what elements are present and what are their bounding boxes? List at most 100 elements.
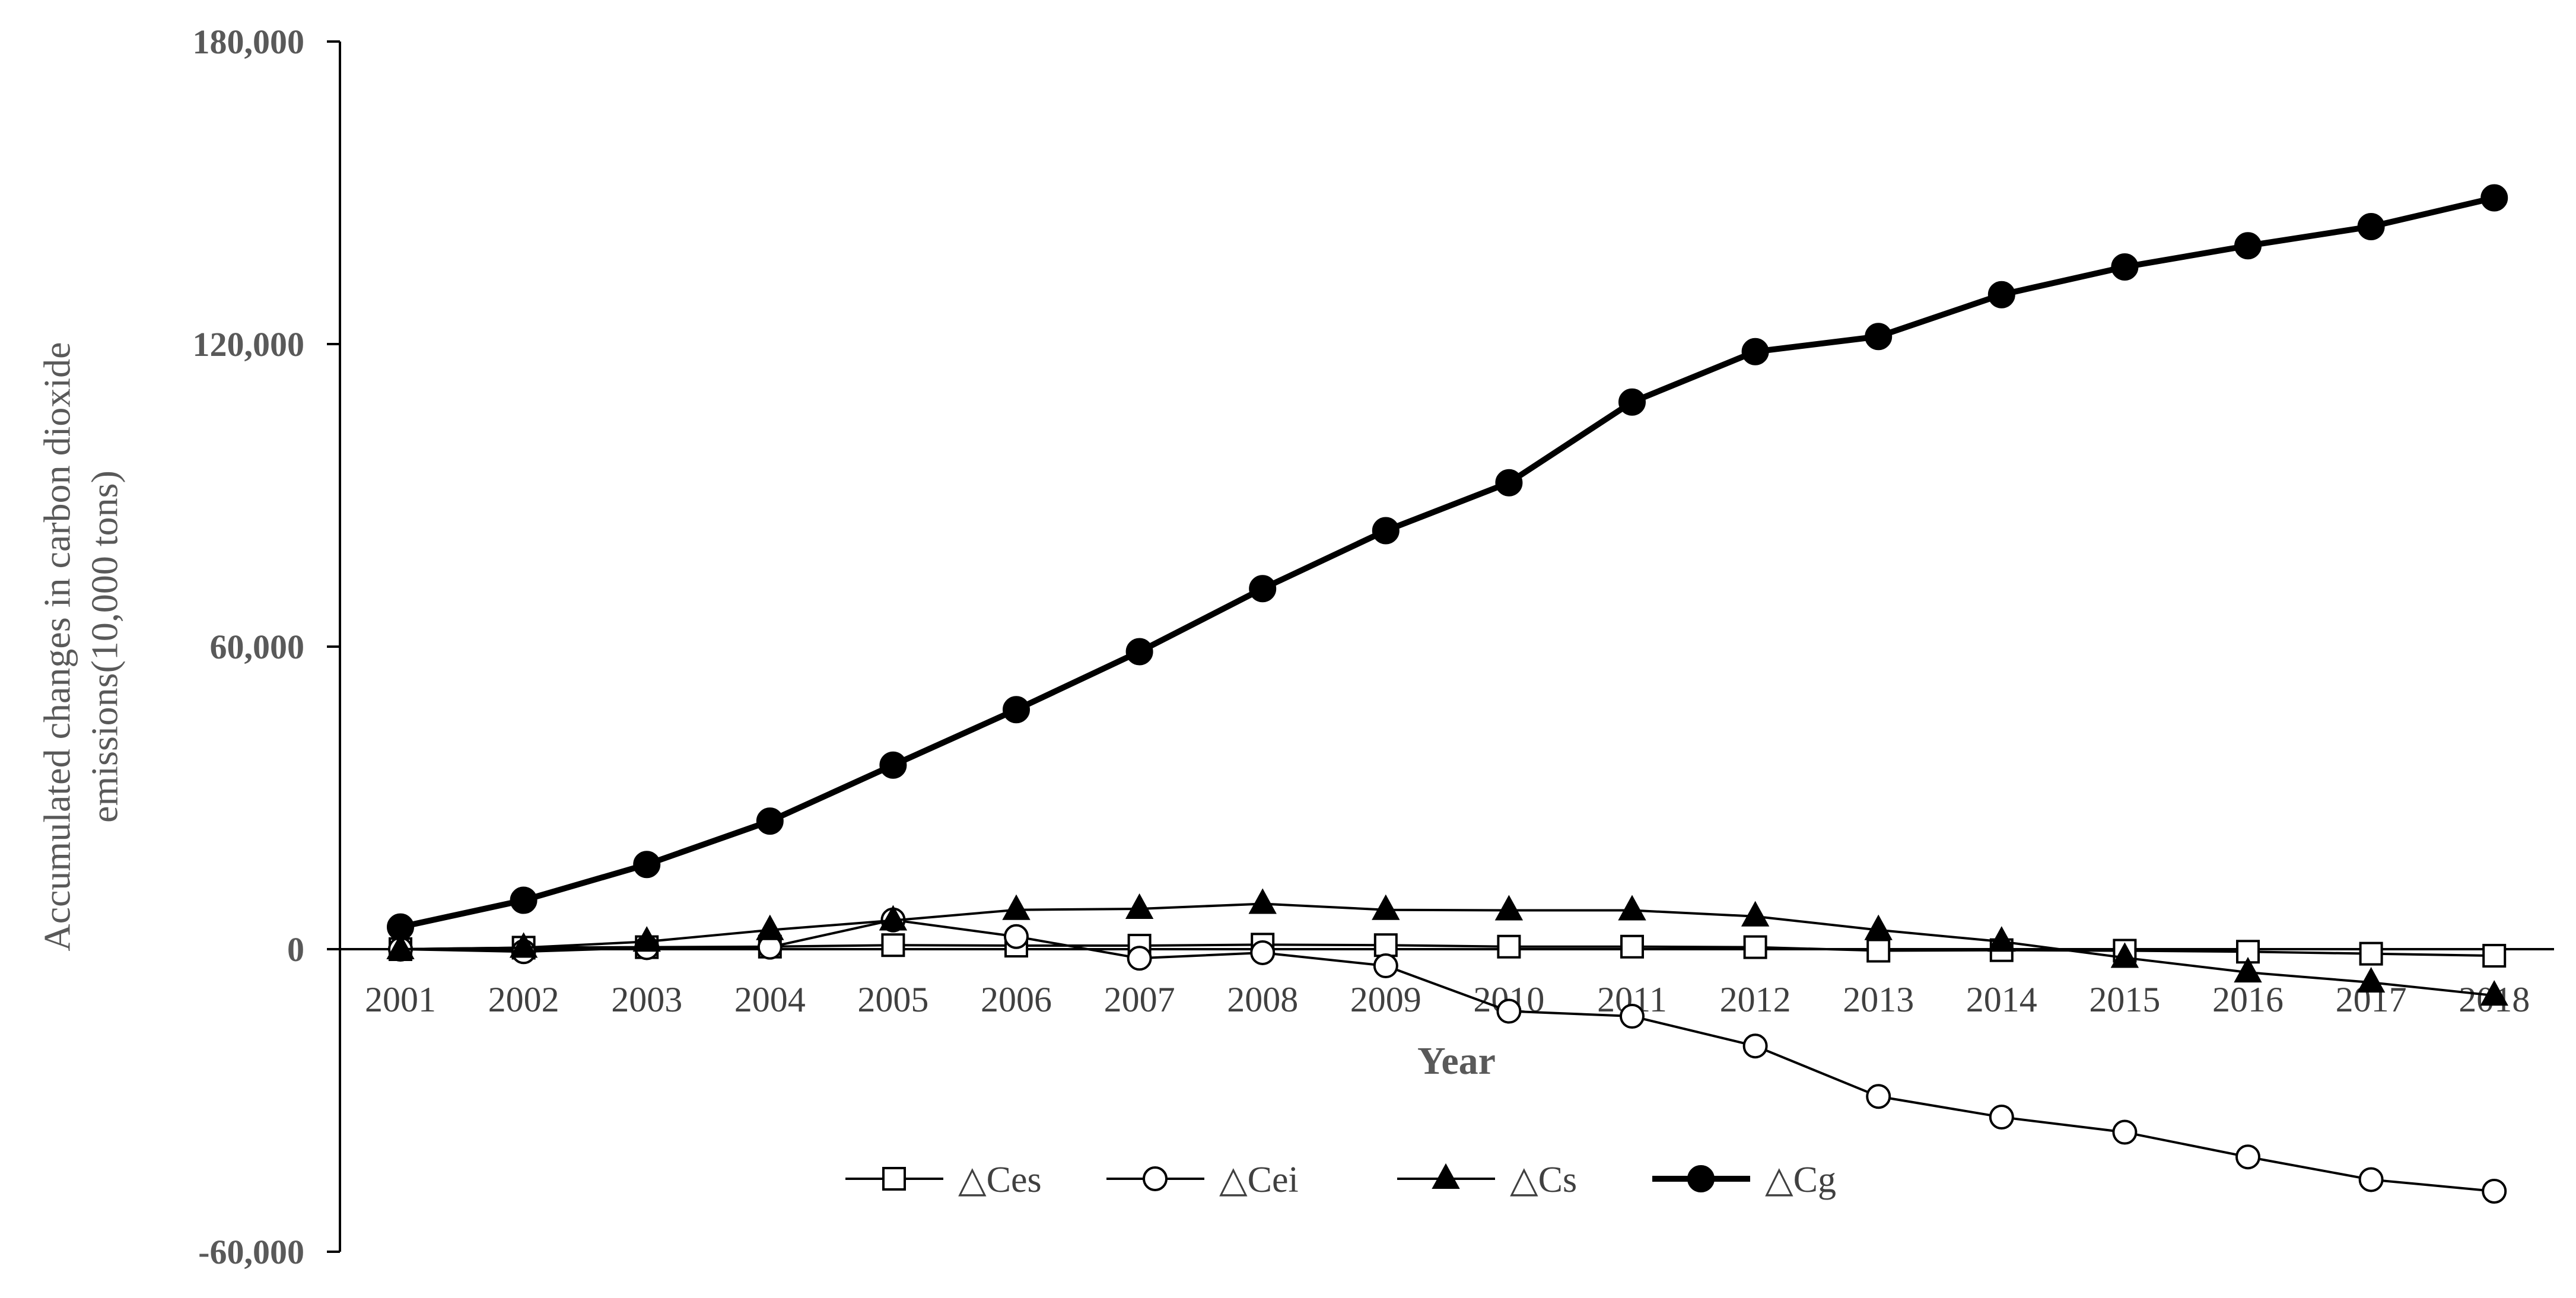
- data-point: [2110, 942, 2139, 968]
- y-axis-title-line-2: emissions(10,000 tons): [83, 470, 125, 823]
- data-point: [1620, 1004, 1645, 1029]
- data-point: [1125, 638, 1153, 666]
- x-tick-label: 2015: [2089, 980, 2160, 1019]
- data-point: [2235, 1144, 2260, 1170]
- x-tick-label: 2005: [857, 980, 928, 1019]
- data-point: [879, 905, 908, 931]
- series-line: [400, 902, 2495, 997]
- data-point: [1866, 938, 1891, 963]
- x-tick-label: 2008: [1227, 980, 1298, 1019]
- y-tick-label: 180,000: [193, 23, 305, 61]
- data-point: [1250, 940, 1276, 965]
- data-point: [2480, 980, 2508, 1006]
- x-axis-title: Year: [1417, 1039, 1496, 1083]
- legend: △Ces △Cei △Cs △Cg: [845, 1160, 1836, 1200]
- data-point: [1248, 888, 1277, 914]
- data-point: [1864, 914, 1893, 940]
- series-line: [399, 195, 2495, 930]
- data-point: [1495, 469, 1523, 497]
- y-tick-label: 120,000: [193, 325, 305, 364]
- data-point: [1743, 935, 1767, 959]
- data-point: [1989, 1105, 2014, 1130]
- data-point: [1125, 893, 1154, 919]
- legend-marker: [1143, 1166, 1168, 1191]
- y-axis: -60,000 0 60,000 120,000 180,000: [193, 23, 341, 1271]
- data-point: [1618, 895, 1646, 921]
- series-cg: [387, 184, 2508, 941]
- data-point: [2358, 1167, 2384, 1192]
- x-tick-label: 2004: [734, 980, 806, 1019]
- data-point: [1004, 924, 1029, 949]
- data-point: [1741, 338, 1769, 365]
- data-point: [510, 886, 538, 914]
- x-axis: 2001200220032004200520062007200820092010…: [340, 948, 2554, 1019]
- data-point: [1372, 894, 1400, 920]
- y-axis-title: Accumulated changes in carbon dioxide em…: [36, 342, 125, 951]
- data-point: [387, 913, 414, 941]
- data-point: [1620, 934, 1644, 959]
- data-point: [1987, 926, 2016, 952]
- legend-item-cei: △Cei: [1106, 1160, 1299, 1200]
- data-point: [1866, 1084, 1891, 1109]
- legend-item-cg: △Cg: [1652, 1160, 1836, 1200]
- x-tick-label: 2001: [365, 980, 436, 1019]
- data-point: [1127, 946, 1152, 971]
- data-point: [1987, 281, 2015, 308]
- x-tick-label: 2007: [1104, 980, 1175, 1019]
- x-tick-label: 2009: [1350, 980, 1421, 1019]
- y-tick-label: 0: [287, 930, 304, 969]
- series-line: [400, 918, 2495, 1192]
- data-point: [1373, 933, 1398, 957]
- x-tick-label: 2014: [1966, 980, 2037, 1019]
- data-point: [2234, 232, 2262, 260]
- x-tick-label: 2013: [1843, 980, 1914, 1019]
- x-tick-label: 2002: [488, 980, 559, 1019]
- x-tick-label: 2003: [611, 980, 682, 1019]
- data-point: [2356, 967, 2386, 993]
- legend-label: △Cei: [1219, 1160, 1299, 1200]
- x-tick-label: 2012: [1720, 980, 1791, 1019]
- legend-marker: [1432, 1163, 1460, 1189]
- legend-item-ces: △Ces: [845, 1160, 1042, 1200]
- data-point: [1865, 323, 1893, 351]
- y-tick-label: 60,000: [210, 628, 305, 666]
- data-point: [2480, 184, 2508, 212]
- legend-marker: [882, 1167, 906, 1191]
- plot-area: [386, 184, 2508, 1204]
- data-point: [1496, 998, 1522, 1024]
- legend-label: △Cg: [1765, 1160, 1836, 1200]
- data-point: [756, 914, 784, 940]
- legend-label: △Ces: [958, 1160, 1042, 1200]
- data-point: [2111, 253, 2139, 281]
- data-point: [509, 932, 538, 958]
- x-tick-label: 2016: [2212, 980, 2284, 1019]
- data-point: [1494, 895, 1524, 921]
- y-axis-title-line-1: Accumulated changes in carbon dioxide: [36, 342, 78, 951]
- data-point: [1741, 901, 1770, 927]
- data-point: [1372, 517, 1400, 545]
- data-point: [2112, 1119, 2138, 1145]
- data-point: [2482, 944, 2507, 968]
- data-point: [1249, 575, 1277, 603]
- series-cs: [386, 888, 2508, 1006]
- data-point: [879, 751, 907, 779]
- data-point: [1497, 934, 1521, 959]
- y-tick-label: -60,000: [198, 1233, 304, 1271]
- data-point: [2482, 1179, 2507, 1204]
- data-point: [1742, 1033, 1768, 1059]
- data-point: [632, 926, 661, 952]
- data-point: [2359, 941, 2383, 966]
- legend-label: △Cs: [1510, 1160, 1577, 1200]
- legend-item-cs: △Cs: [1397, 1160, 1577, 1200]
- data-point: [2234, 957, 2262, 983]
- data-point: [633, 851, 661, 879]
- data-point: [1618, 388, 1646, 416]
- data-point: [2357, 212, 2385, 240]
- data-point: [756, 807, 784, 835]
- x-tick-label: 2006: [981, 980, 1052, 1019]
- legend-marker: [1687, 1165, 1715, 1192]
- data-point: [881, 933, 905, 957]
- data-point: [1373, 953, 1398, 979]
- data-point: [386, 933, 415, 959]
